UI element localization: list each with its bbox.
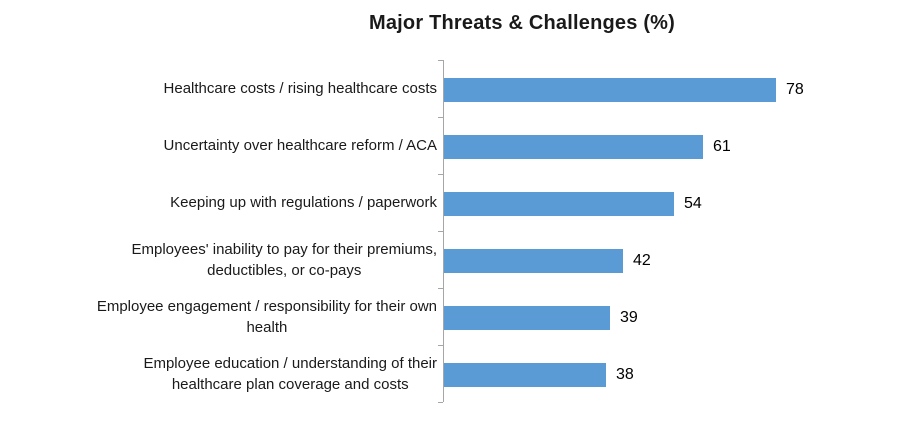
- bar: [444, 306, 610, 330]
- category-label-row: Employee engagement / responsibility for…: [30, 288, 437, 345]
- value-label: 38: [616, 366, 634, 383]
- category-label: Employee education / understanding of th…: [143, 354, 437, 393]
- category-axis-line: [443, 60, 444, 402]
- value-label: 42: [633, 252, 651, 269]
- category-label: Healthcare costs / rising healthcare cos…: [163, 80, 437, 97]
- bar: [444, 363, 606, 387]
- bar: [444, 249, 623, 273]
- axis-tick-mark: [438, 231, 443, 232]
- category-label: Uncertainty over healthcare reform / ACA: [163, 137, 437, 154]
- bar: [444, 192, 674, 216]
- axis-tick-mark: [438, 60, 443, 61]
- value-label: 39: [620, 309, 638, 326]
- category-label-row: Employee education / understanding of th…: [30, 345, 437, 402]
- category-label: Employees' inability to pay for their pr…: [131, 240, 438, 279]
- category-label: Employee engagement / responsibility for…: [96, 297, 437, 336]
- axis-tick-mark: [438, 288, 443, 289]
- chart-title: Major Threats & Challenges (%): [368, 12, 676, 34]
- axis-tick-mark: [438, 174, 443, 175]
- bar: [444, 135, 703, 159]
- axis-tick-mark: [438, 345, 443, 346]
- category-label-row: Healthcare costs / rising healthcare cos…: [30, 60, 437, 117]
- axis-tick-mark: [438, 402, 443, 403]
- value-label: 78: [786, 81, 804, 98]
- bar: [444, 78, 776, 102]
- category-label-row: Employees' inability to pay for their pr…: [30, 231, 438, 288]
- category-label-row: Uncertainty over healthcare reform / ACA: [30, 117, 437, 174]
- axis-tick-mark: [438, 117, 443, 118]
- value-label: 54: [684, 195, 702, 212]
- value-label: 61: [713, 138, 731, 155]
- category-label-row: Keeping up with regulations / paperwork: [30, 174, 437, 231]
- category-label: Keeping up with regulations / paperwork: [170, 194, 437, 211]
